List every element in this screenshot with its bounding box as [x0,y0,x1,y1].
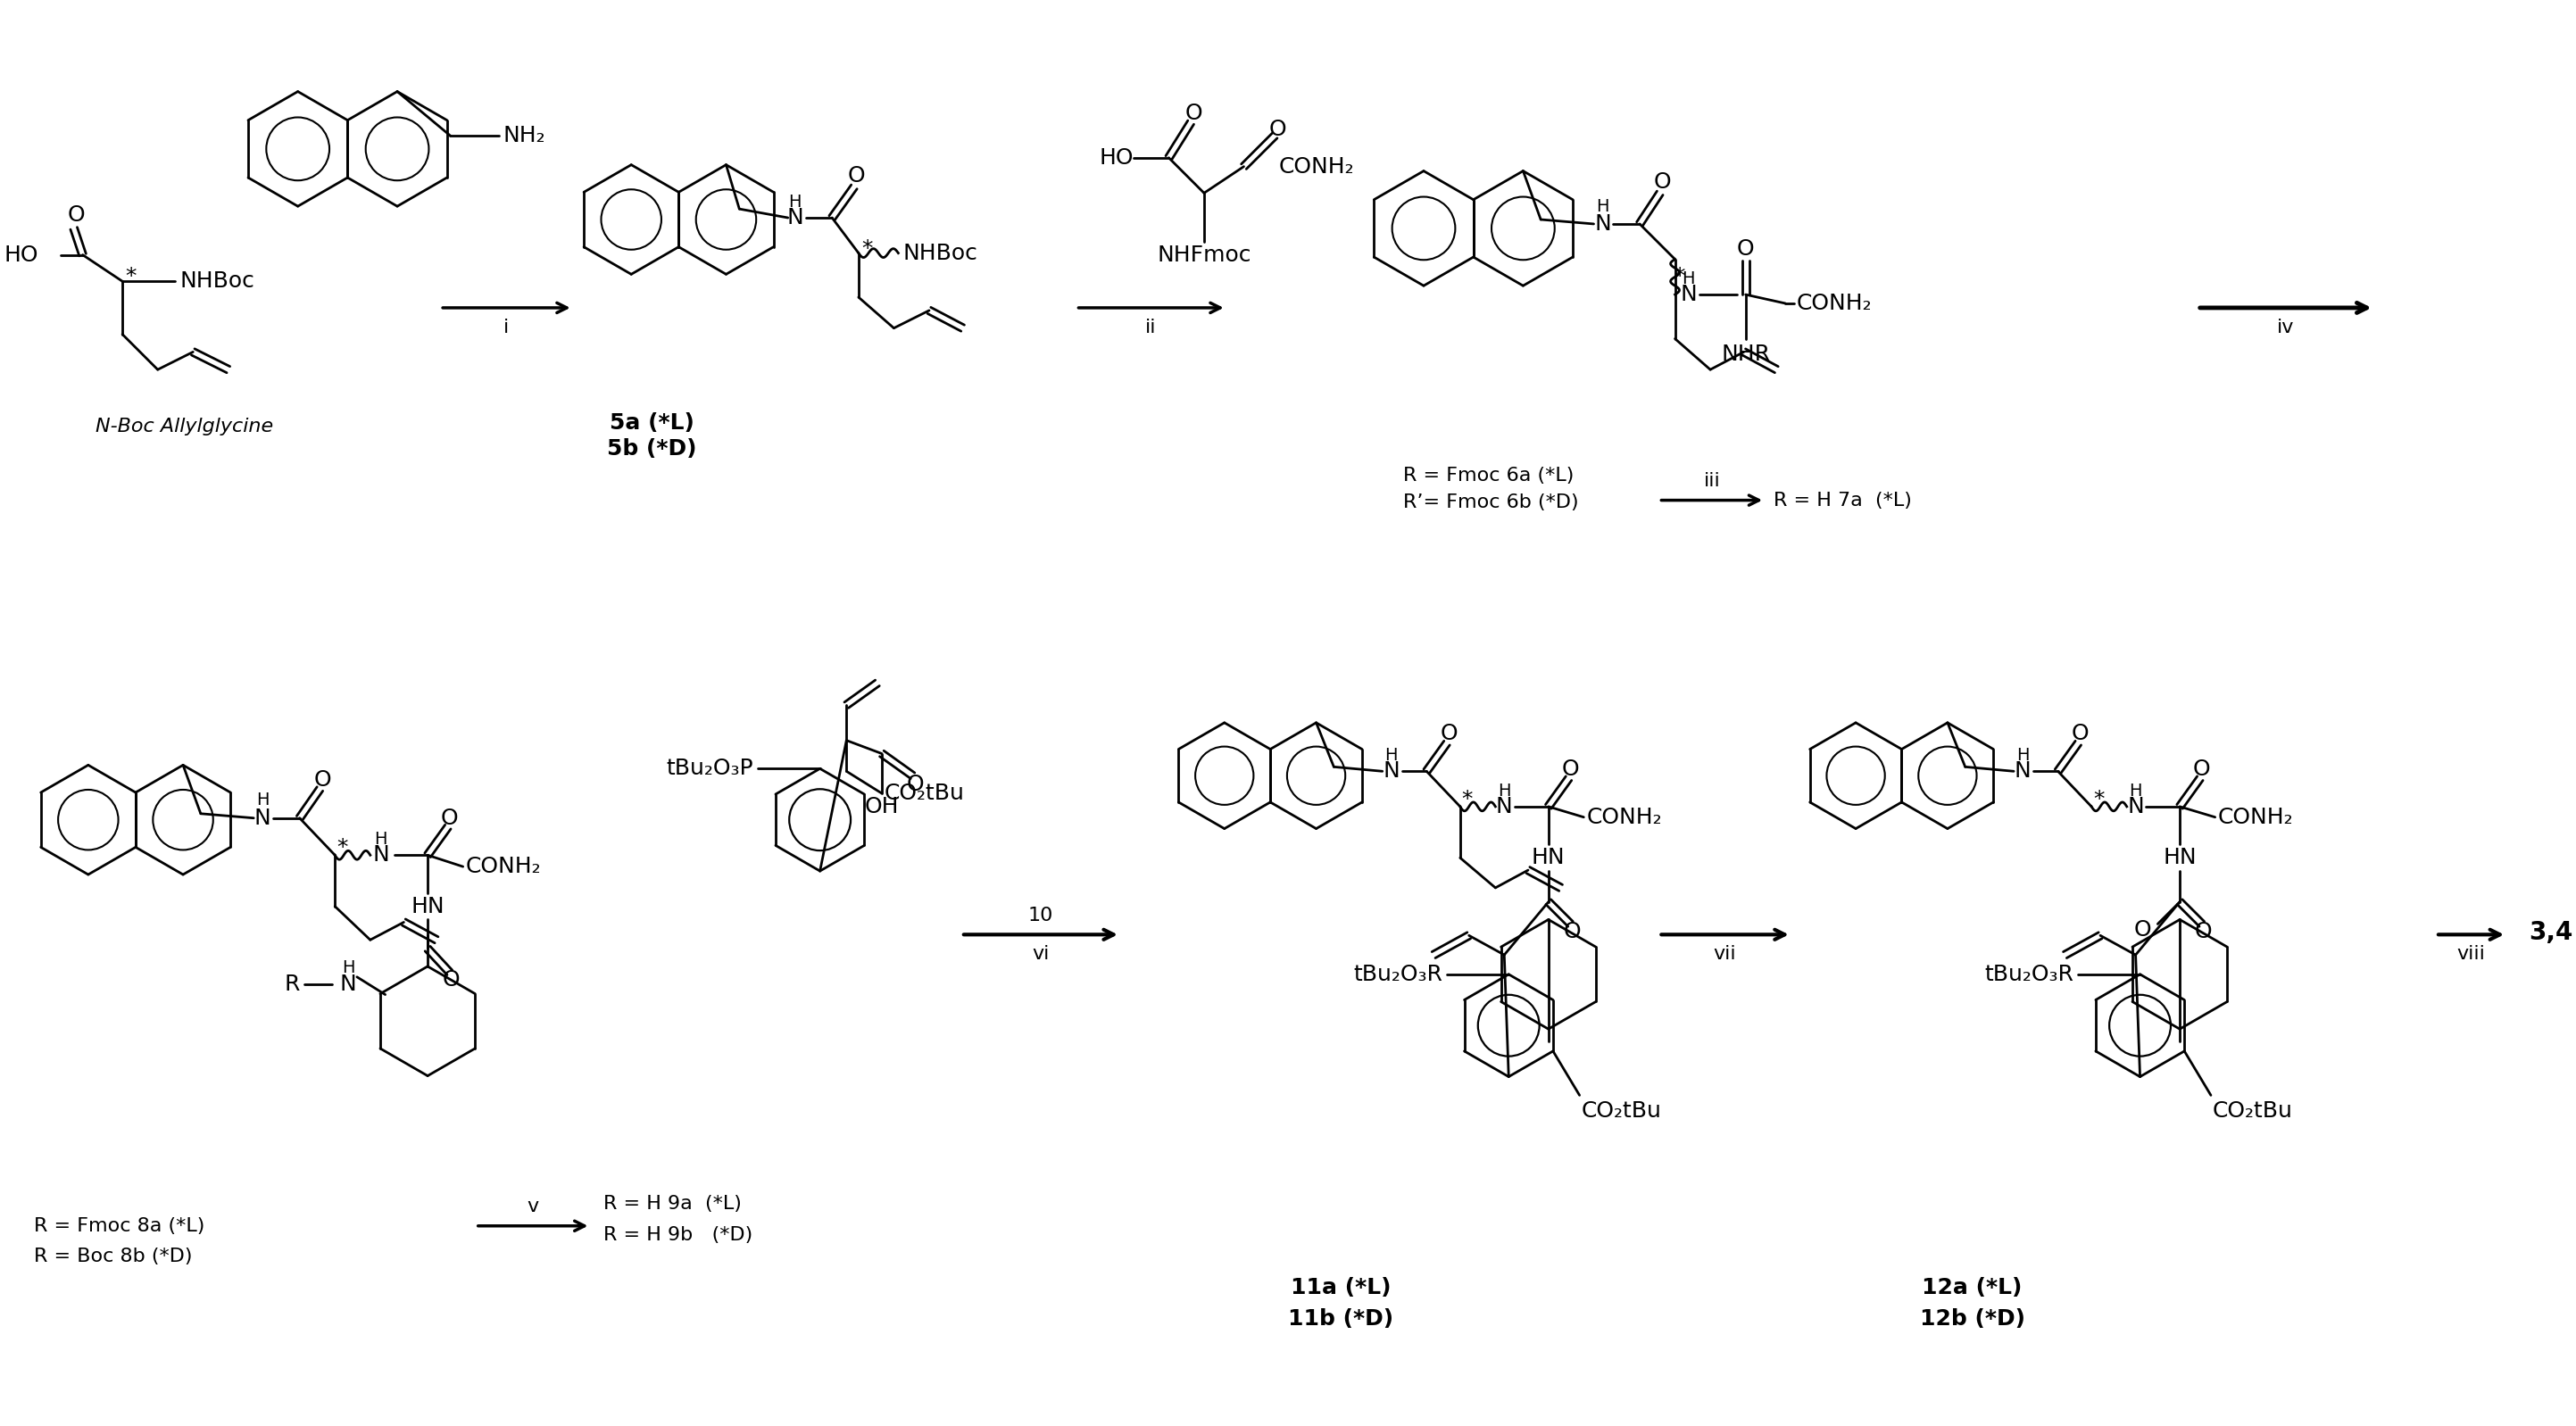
Text: tBu₂O₃P: tBu₂O₃P [667,757,755,780]
Text: 5a (*L): 5a (*L) [611,412,696,434]
Text: O: O [1564,921,1582,943]
Text: NHR: NHR [1721,344,1770,365]
Text: R = H 9b   (*D): R = H 9b (*D) [603,1226,752,1243]
Text: vi: vi [1033,945,1048,963]
Text: H: H [343,960,355,977]
Text: *: * [2092,789,2105,810]
Text: HN: HN [1533,847,1566,868]
Text: O: O [1654,171,1672,193]
Text: N: N [1680,284,1698,305]
Text: O: O [1267,118,1285,140]
Text: *: * [126,267,137,288]
Text: viii: viii [2458,945,2486,963]
Text: H: H [1497,783,1510,799]
Text: N: N [2128,796,2143,817]
Text: H: H [2130,783,2143,799]
Text: O: O [314,770,332,791]
Text: ii: ii [1146,318,1157,337]
Text: O: O [907,774,925,796]
Text: CO₂tBu: CO₂tBu [1582,1101,1662,1122]
Text: NHBoc: NHBoc [902,242,976,264]
Text: N: N [1595,214,1610,235]
Text: N: N [1383,760,1399,781]
Text: N: N [1497,796,1512,817]
Text: 12a (*L): 12a (*L) [1922,1278,2022,1299]
Text: NHFmoc: NHFmoc [1157,244,1252,265]
Text: H: H [2017,747,2030,764]
Text: O: O [1561,759,1579,780]
Text: H: H [788,194,801,211]
Text: HO: HO [1100,147,1133,168]
Text: vii: vii [1713,945,1736,963]
Text: H: H [374,831,386,847]
Text: CONH₂: CONH₂ [1798,292,1873,314]
Text: O: O [1185,103,1203,124]
Text: iv: iv [2277,318,2295,337]
Text: R: R [283,974,299,995]
Text: i: i [505,318,510,337]
Text: O: O [2133,920,2151,941]
Text: H: H [1682,270,1695,287]
Text: iii: iii [1703,472,1721,489]
Text: v: v [528,1198,538,1215]
Text: CONH₂: CONH₂ [1587,807,1662,829]
Text: R = Boc 8b (*D): R = Boc 8b (*D) [33,1248,193,1266]
Text: O: O [1440,723,1458,744]
Text: N: N [786,207,804,228]
Text: HO: HO [5,244,39,265]
Text: tBu₂O₃R: tBu₂O₃R [1984,964,2074,985]
Text: Rʼ= Fmoc 6b (*D): Rʼ= Fmoc 6b (*D) [1404,493,1579,511]
Text: H: H [255,791,268,809]
Text: NHBoc: NHBoc [180,271,255,292]
Text: O: O [2195,921,2213,943]
Text: *: * [1674,267,1685,288]
Text: CONH₂: CONH₂ [2218,807,2293,829]
Text: CONH₂: CONH₂ [1280,155,1355,177]
Text: R = H 9a  (*L): R = H 9a (*L) [603,1195,742,1212]
Text: N: N [255,807,270,829]
Text: O: O [67,204,85,225]
Text: O: O [1736,238,1754,260]
Text: HN: HN [2164,847,2197,868]
Text: 5b (*D): 5b (*D) [608,438,698,459]
Text: R = Fmoc 8a (*L): R = Fmoc 8a (*L) [33,1216,206,1235]
Text: O: O [848,164,866,185]
Text: O: O [2192,759,2210,780]
Text: *: * [863,238,873,260]
Text: H: H [1386,747,1399,764]
Text: H: H [1597,198,1610,215]
Text: tBu₂O₃R: tBu₂O₃R [1352,964,1443,985]
Text: CONH₂: CONH₂ [466,856,541,877]
Text: OH: OH [866,796,899,817]
Text: *: * [1461,789,1473,810]
Text: CO₂tBu: CO₂tBu [2213,1101,2293,1122]
Text: R = H 7a  (*L): R = H 7a (*L) [1775,492,1911,509]
Text: CO₂tBu: CO₂tBu [884,783,963,804]
Text: O: O [443,968,461,990]
Text: N-Boc Allylglycine: N-Boc Allylglycine [95,418,273,436]
Text: N: N [2014,760,2030,781]
Text: 3,4: 3,4 [2530,920,2573,945]
Text: 12b (*D): 12b (*D) [1919,1308,2025,1329]
Text: O: O [2071,723,2089,744]
Text: 11b (*D): 11b (*D) [1288,1308,1394,1329]
Text: O: O [440,807,459,829]
Text: 10: 10 [1028,907,1054,924]
Text: *: * [337,837,348,858]
Text: N: N [374,844,389,866]
Text: 11a (*L): 11a (*L) [1291,1278,1391,1299]
Text: HN: HN [410,896,446,917]
Text: N: N [340,974,355,995]
Text: NH₂: NH₂ [502,125,546,147]
Text: R = Fmoc 6a (*L): R = Fmoc 6a (*L) [1404,466,1574,485]
